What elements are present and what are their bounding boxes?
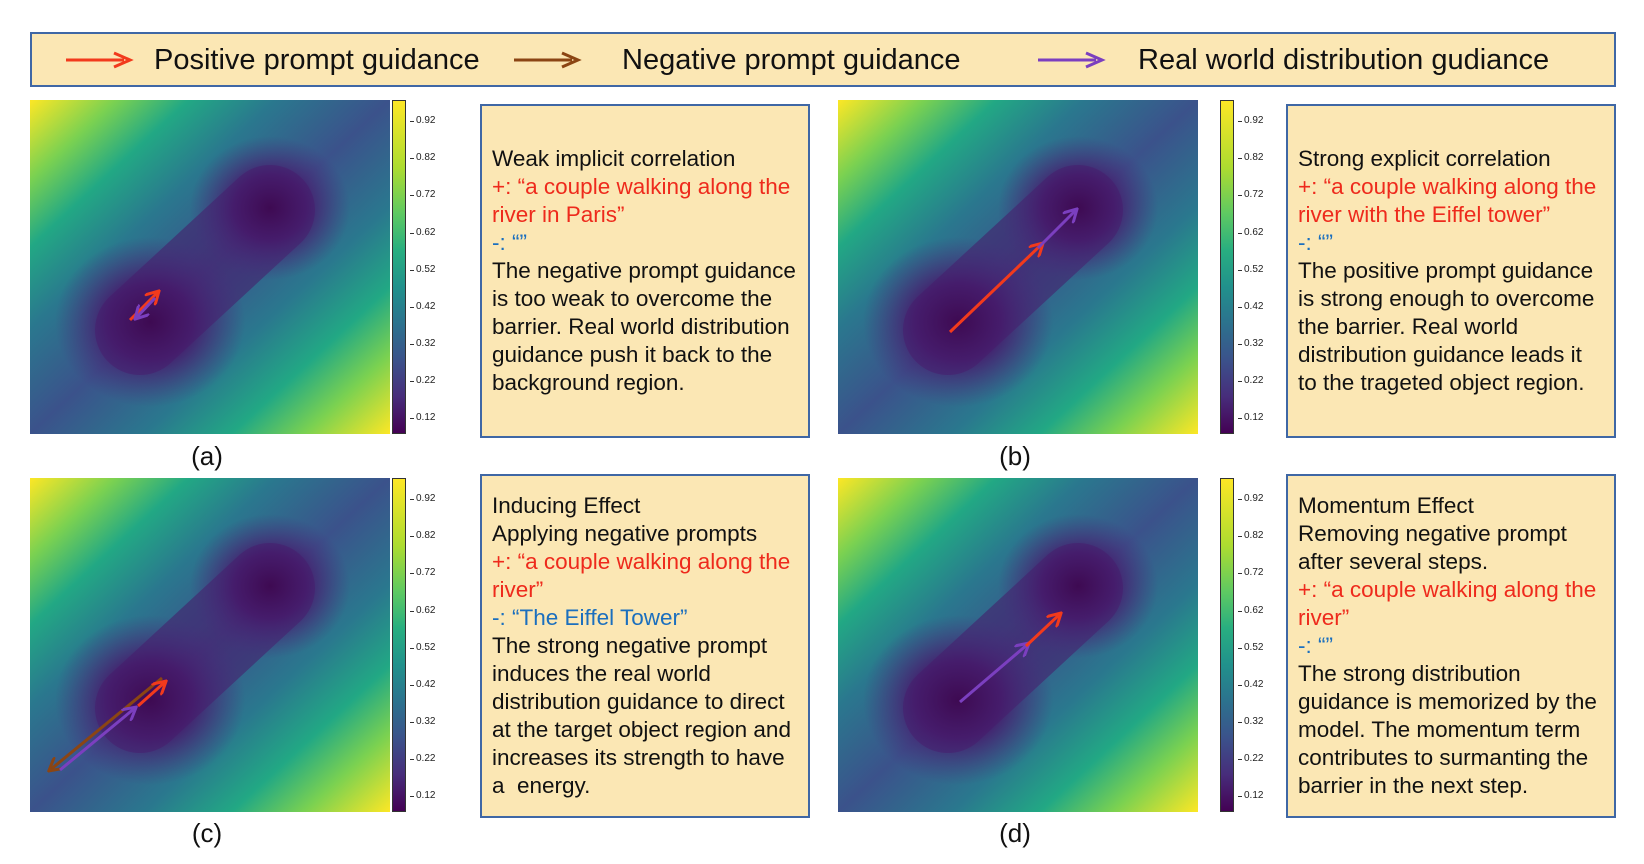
tick: 0.42 [409, 679, 436, 690]
description-box-a: Weak implicit correlation +: “a couple w… [480, 104, 810, 438]
tick: 0.22 [409, 375, 436, 386]
real-arrow [136, 296, 157, 318]
box-title: Momentum Effect [1298, 493, 1474, 518]
negative-prompt: -: “The Eiffel Tower” [492, 605, 688, 630]
tick: 0.52 [1237, 264, 1264, 275]
energy-landscape [30, 478, 390, 812]
legend-real: Real world distribution gudiance [1036, 42, 1549, 78]
tick: 0.22 [409, 753, 436, 764]
real-arrow [1036, 210, 1076, 250]
tick: 0.52 [409, 642, 436, 653]
tick: 0.92 [1237, 115, 1264, 126]
tick: 0.62 [409, 605, 436, 616]
colorbar-a [392, 100, 406, 434]
heatmap-a [30, 100, 390, 434]
tick: 0.42 [1237, 301, 1264, 312]
tick: 0.12 [1237, 412, 1264, 423]
colorbar-d [1220, 478, 1234, 812]
positive-arrow [948, 244, 1042, 334]
caption-a: (a) [191, 441, 223, 471]
caption-d: (d) [999, 818, 1031, 848]
positive-arrow [1024, 614, 1060, 648]
tick: 0.72 [409, 567, 436, 578]
tick: 0.52 [409, 264, 436, 275]
caption-b: (b) [999, 441, 1031, 471]
caption-c: (c) [191, 818, 223, 848]
tick: 0.62 [409, 227, 436, 238]
legend-bar: Positive prompt guidance Negative prompt… [30, 32, 1616, 87]
box-body: The strong distribution guidance is memo… [1298, 661, 1604, 798]
negative-arrow-icon [514, 51, 582, 69]
energy-landscape [838, 478, 1198, 812]
tick: 0.42 [409, 301, 436, 312]
heatmap-b [838, 100, 1198, 434]
tick: 0.72 [1237, 567, 1264, 578]
colorbar-ticks-a: 0.92 0.82 0.72 0.62 0.52 0.42 0.32 0.22 … [409, 100, 456, 434]
negative-prompt: -: “” [492, 230, 527, 255]
legend-negative-label: Negative prompt guidance [622, 43, 961, 76]
tick: 0.32 [1237, 338, 1264, 349]
energy-landscape [838, 100, 1198, 434]
tick: 0.32 [409, 338, 436, 349]
tick: 0.82 [1237, 530, 1264, 541]
positive-prompt: +: “a couple walking along the river” [492, 549, 797, 602]
energy-landscape [30, 100, 390, 434]
box-subtitle: Applying negative prompts [492, 521, 758, 546]
box-body: The positive prompt guidance is strong e… [1298, 258, 1601, 395]
tick: 0.52 [1237, 642, 1264, 653]
box-subtitle: Removing negative prompt after several s… [1298, 521, 1574, 574]
positive-prompt: +: “a couple walking along the river” [1298, 577, 1603, 630]
tick: 0.62 [1237, 227, 1264, 238]
description-box-c: Inducing Effect Applying negative prompt… [480, 474, 810, 818]
negative-prompt: -: “” [1298, 633, 1333, 658]
legend-positive: Positive prompt guidance [64, 42, 480, 78]
tick: 0.12 [409, 790, 436, 801]
tick: 0.72 [409, 189, 436, 200]
heatmap-c [30, 478, 390, 812]
box-title: Strong explicit correlation [1298, 146, 1551, 171]
legend-positive-label: Positive prompt guidance [154, 43, 480, 76]
tick: 0.22 [1237, 753, 1264, 764]
box-title: Weak implicit correlation [492, 146, 736, 171]
tick: 0.32 [409, 716, 436, 727]
box-title: Inducing Effect [492, 493, 641, 518]
heatmap-d [838, 478, 1198, 812]
tick: 0.82 [1237, 152, 1264, 163]
real-arrow [959, 644, 1028, 704]
real-arrow [59, 708, 135, 772]
tick: 0.42 [1237, 679, 1264, 690]
tick: 0.92 [409, 115, 436, 126]
tick: 0.12 [409, 412, 436, 423]
tick: 0.32 [1237, 716, 1264, 727]
tick: 0.62 [1237, 605, 1264, 616]
legend-real-label: Real world distribution gudiance [1138, 43, 1550, 76]
description-box-d: Momentum Effect Removing negative prompt… [1286, 474, 1616, 818]
box-body: The negative prompt guidance is too weak… [492, 258, 803, 395]
negative-arrow [50, 676, 163, 770]
positive-prompt: +: “a couple walking along the river in … [492, 174, 797, 227]
description-box-b: Strong explicit correlation +: “a couple… [1286, 104, 1616, 438]
tick: 0.92 [409, 493, 436, 504]
tick: 0.82 [409, 530, 436, 541]
tick: 0.12 [1237, 790, 1264, 801]
colorbar-ticks-b: 0.92 0.82 0.72 0.62 0.52 0.42 0.32 0.22 … [1237, 100, 1284, 434]
legend-negative: Negative prompt guidance [512, 42, 961, 78]
real-arrow-icon [1038, 51, 1106, 69]
colorbar-b [1220, 100, 1234, 434]
colorbar-c [392, 478, 406, 812]
negative-prompt: -: “” [1298, 230, 1333, 255]
box-body: The strong negative prompt induces the r… [492, 633, 798, 798]
positive-arrow-icon [66, 51, 134, 69]
colorbar-ticks-c: 0.92 0.82 0.72 0.62 0.52 0.42 0.32 0.22 … [409, 478, 456, 812]
tick: 0.72 [1237, 189, 1264, 200]
colorbar-ticks-d: 0.92 0.82 0.72 0.62 0.52 0.42 0.32 0.22 … [1237, 478, 1284, 812]
tick: 0.22 [1237, 375, 1264, 386]
tick: 0.82 [409, 152, 436, 163]
positive-arrow [137, 682, 165, 708]
positive-prompt: +: “a couple walking along the river wit… [1298, 174, 1603, 227]
tick: 0.92 [1237, 493, 1264, 504]
